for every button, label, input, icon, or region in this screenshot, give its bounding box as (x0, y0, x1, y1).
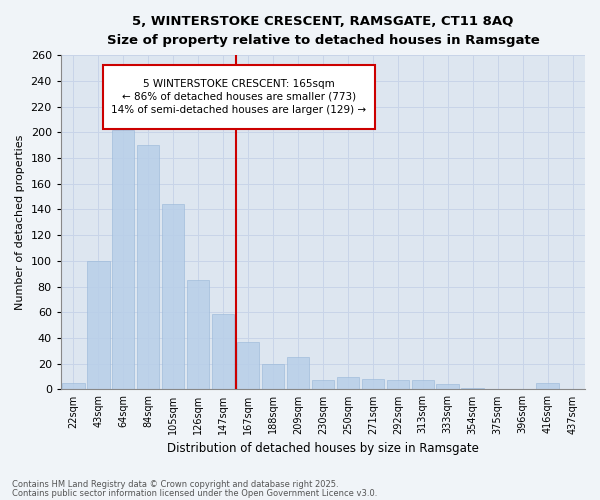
Bar (362, 379, 384, 390)
Bar (162, 204, 184, 390)
Text: 5 WINTERSTOKE CRESCENT: 165sqm: 5 WINTERSTOKE CRESCENT: 165sqm (143, 78, 335, 88)
Bar (461, 388, 484, 390)
Bar (237, 342, 259, 390)
Bar (112, 130, 134, 390)
X-axis label: Distribution of detached houses by size in Ramsgate: Distribution of detached houses by size … (167, 442, 479, 455)
Bar (187, 280, 209, 390)
Y-axis label: Number of detached properties: Number of detached properties (15, 134, 25, 310)
Bar (212, 314, 235, 390)
Bar (287, 358, 309, 390)
Bar (412, 380, 434, 390)
Bar (62, 383, 85, 390)
Text: Contains HM Land Registry data © Crown copyright and database right 2025.: Contains HM Land Registry data © Crown c… (12, 480, 338, 489)
Text: 14% of semi-detached houses are larger (129) →: 14% of semi-detached houses are larger (… (112, 106, 367, 116)
Bar (311, 380, 334, 390)
Bar (137, 145, 160, 390)
Bar (262, 364, 284, 390)
Bar (436, 384, 459, 390)
FancyBboxPatch shape (103, 65, 376, 128)
Bar (386, 380, 409, 390)
Bar (337, 376, 359, 390)
Text: ← 86% of detached houses are smaller (773): ← 86% of detached houses are smaller (77… (122, 92, 356, 102)
Bar (87, 261, 110, 390)
Bar (536, 383, 559, 390)
Title: 5, WINTERSTOKE CRESCENT, RAMSGATE, CT11 8AQ
Size of property relative to detache: 5, WINTERSTOKE CRESCENT, RAMSGATE, CT11 … (107, 15, 539, 47)
Text: Contains public sector information licensed under the Open Government Licence v3: Contains public sector information licen… (12, 489, 377, 498)
